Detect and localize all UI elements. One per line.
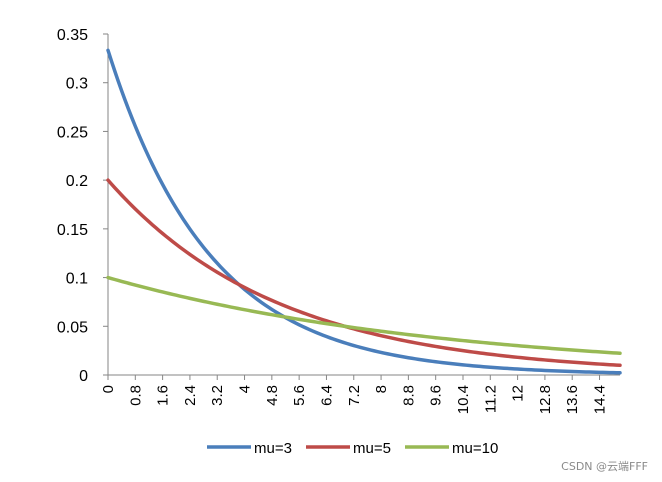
- x-tick-label: 12: [510, 385, 527, 402]
- x-tick-label: 12.8: [537, 385, 554, 414]
- y-tick-label: 0.2: [66, 173, 88, 190]
- y-axis: 0 0.05 0.1 0.15 0.2 0.25 0.3 0.35: [57, 27, 109, 385]
- series-line-mu-3: [106, 48, 622, 375]
- legend-label: mu=3: [254, 440, 292, 457]
- x-tick-label: 11.2: [482, 385, 499, 413]
- x-tick-label: 3.2: [209, 385, 226, 406]
- watermark-text: CSDN @云端FFF: [561, 460, 648, 473]
- x-tick-label: 2.4: [182, 385, 199, 406]
- x-tick-label: 10.4: [455, 385, 472, 414]
- series-line-mu-10: [106, 275, 622, 356]
- series-line-mu-5: [106, 178, 622, 368]
- y-tick-label: 0.15: [57, 222, 88, 239]
- x-tick-label: 7.2: [346, 385, 363, 406]
- y-tick-label: 0.1: [66, 271, 88, 288]
- x-tick-label: 14.4: [592, 385, 609, 414]
- y-tick-label: 0.3: [66, 76, 88, 93]
- x-tick-label: 13.6: [564, 385, 581, 414]
- x-axis: 0 0.8 1.6 2.4 3.2 4 4.8 5.6 6.4 7.2 8 8.8 9.6 10.4 11.…: [100, 374, 620, 414]
- x-tick-label: 5.6: [291, 385, 308, 406]
- x-tick-label: 4: [237, 385, 254, 393]
- y-tick-label: 0.05: [57, 319, 88, 336]
- x-tick-label: 4.8: [264, 385, 281, 406]
- x-tick-label: 0.8: [127, 385, 144, 406]
- x-tick-label: 0: [100, 385, 117, 393]
- y-tick-label: 0.35: [57, 27, 88, 44]
- x-tick-label: 1.6: [155, 385, 172, 406]
- x-tick-label: 8.8: [400, 385, 417, 406]
- x-tick-label: 6.4: [318, 385, 335, 406]
- y-tick-label: 0: [79, 368, 88, 385]
- series-lines: [106, 48, 622, 375]
- legend-label: mu=10: [452, 440, 498, 457]
- legend-label: mu=5: [353, 440, 391, 457]
- x-tick-label: 9.6: [428, 385, 445, 406]
- x-tick-label: 8: [373, 385, 390, 393]
- legend: mu=3 mu=5 mu=10: [207, 440, 498, 457]
- y-tick-label: 0.25: [57, 124, 88, 141]
